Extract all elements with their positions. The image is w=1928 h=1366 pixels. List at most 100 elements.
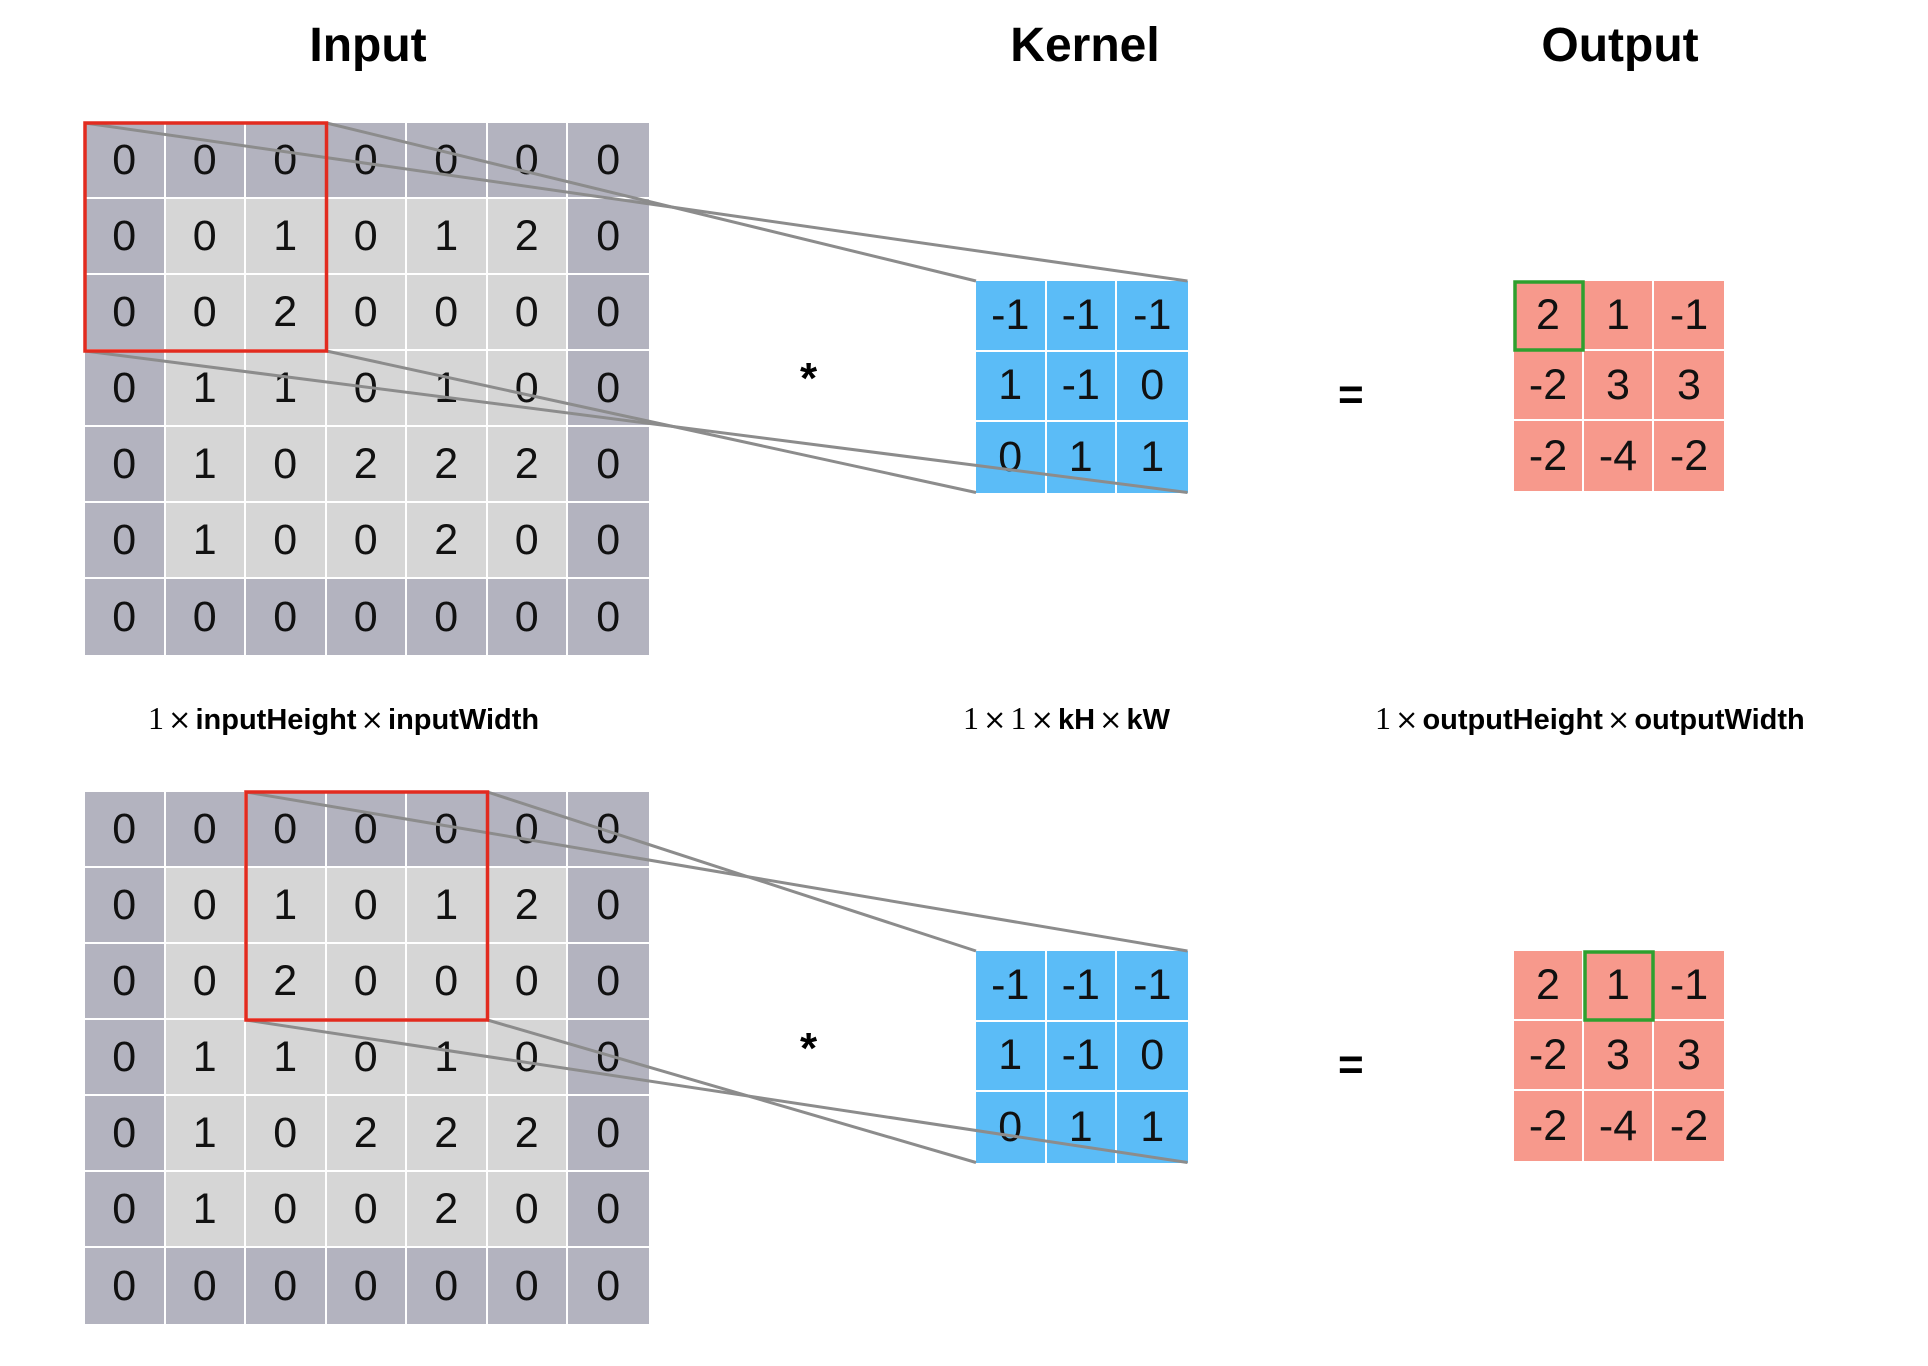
input-cell: 0 <box>85 1096 166 1172</box>
output-cell: 3 <box>1654 1021 1724 1091</box>
input-cell: 0 <box>327 275 408 351</box>
kernel-cell: 0 <box>1117 1022 1188 1093</box>
times-sign: × <box>1603 703 1634 736</box>
output-cell: -2 <box>1654 421 1724 491</box>
input-cell: 0 <box>85 1248 166 1324</box>
input-cell: 0 <box>166 123 247 199</box>
input-cell: 0 <box>166 199 247 275</box>
input-cell: 0 <box>166 275 247 351</box>
input-cell: 1 <box>407 199 488 275</box>
output-cell: 2 <box>1514 951 1584 1021</box>
input-cell: 0 <box>166 944 247 1020</box>
input-cell: 0 <box>488 123 569 199</box>
input-cell: 0 <box>568 1248 649 1324</box>
kernel-grid: -1 -1 -1 1 -1 0 0 1 1 <box>976 281 1188 493</box>
output-cell: 3 <box>1584 351 1654 421</box>
input-cell: 0 <box>568 199 649 275</box>
input-cell: 0 <box>568 792 649 868</box>
kernel-cell: 0 <box>976 422 1047 493</box>
dim-kernel-height: kH <box>1058 704 1095 736</box>
input-cell: 2 <box>407 427 488 503</box>
input-cell: 0 <box>166 792 247 868</box>
input-cell: 0 <box>85 351 166 427</box>
input-cell: 0 <box>407 944 488 1020</box>
input-cell: 0 <box>85 792 166 868</box>
times-sign: × <box>357 703 388 736</box>
output-cell: 2 <box>1514 281 1584 351</box>
input-cell: 0 <box>568 1172 649 1248</box>
input-cell: 0 <box>488 944 569 1020</box>
input-cell: 0 <box>407 792 488 868</box>
output-cell: 3 <box>1584 1021 1654 1091</box>
output-grid: 2 1 -1 -2 3 3 -2 -4 -2 <box>1514 951 1724 1161</box>
kernel-cell: -1 <box>1047 281 1118 352</box>
input-cell: 0 <box>246 1172 327 1248</box>
input-cell: 0 <box>488 792 569 868</box>
input-cell: 0 <box>568 1096 649 1172</box>
input-cell: 0 <box>327 351 408 427</box>
input-cell: 0 <box>568 275 649 351</box>
kernel-cell: 1 <box>976 352 1047 423</box>
input-cell: 0 <box>85 503 166 579</box>
equals-operator: = <box>1338 373 1364 417</box>
input-cell: 0 <box>488 1172 569 1248</box>
convolution-operator: * <box>800 357 817 401</box>
input-cell: 0 <box>568 579 649 655</box>
input-cell: 0 <box>166 868 247 944</box>
input-cell: 0 <box>166 1248 247 1324</box>
times-sign: × <box>979 703 1010 736</box>
input-cell: 0 <box>85 1020 166 1096</box>
input-cell: 0 <box>407 123 488 199</box>
kernel-cell: 1 <box>1047 1092 1118 1163</box>
input-cell: 0 <box>246 579 327 655</box>
input-cell: 2 <box>488 427 569 503</box>
kernel-cell: 1 <box>1047 422 1118 493</box>
output-cell: -2 <box>1514 351 1584 421</box>
input-cell: 0 <box>246 427 327 503</box>
kernel-cell: 1 <box>1117 1092 1188 1163</box>
output-cell: -2 <box>1514 1021 1584 1091</box>
dim-one: 1 <box>148 700 164 736</box>
output-cell: -4 <box>1584 1091 1654 1161</box>
output-title: Output <box>1420 18 1820 74</box>
dim-one: 1 <box>963 700 979 736</box>
input-cell: 0 <box>246 1248 327 1324</box>
kernel-cell: -1 <box>1047 1022 1118 1093</box>
dim-input-width: inputWidth <box>388 704 539 736</box>
input-cell: 1 <box>246 351 327 427</box>
input-cell: 2 <box>246 944 327 1020</box>
input-cell: 2 <box>488 199 569 275</box>
dim-input-height: inputHeight <box>195 704 356 736</box>
output-cell: -4 <box>1584 421 1654 491</box>
input-cell: 0 <box>568 123 649 199</box>
input-cell: 0 <box>488 351 569 427</box>
input-cell: 0 <box>327 944 408 1020</box>
input-cell: 1 <box>246 199 327 275</box>
input-cell: 0 <box>327 123 408 199</box>
output-cell: -2 <box>1514 1091 1584 1161</box>
input-cell: 1 <box>166 1096 247 1172</box>
input-cell: 0 <box>327 1248 408 1324</box>
input-cell: 0 <box>246 792 327 868</box>
input-cell: 1 <box>246 1020 327 1096</box>
kernel-dimensions: 1 × 1 × kH × kW <box>963 700 1170 737</box>
kernel-cell: 0 <box>1117 352 1188 423</box>
input-cell: 0 <box>246 1096 327 1172</box>
input-cell: 0 <box>568 351 649 427</box>
input-cell: 2 <box>327 1096 408 1172</box>
kernel-cell: -1 <box>1047 951 1118 1022</box>
kernel-cell: -1 <box>976 951 1047 1022</box>
input-cell: 0 <box>85 868 166 944</box>
input-cell: 0 <box>488 1248 569 1324</box>
output-cell: -1 <box>1654 951 1724 1021</box>
kernel-cell: 0 <box>976 1092 1047 1163</box>
input-cell: 2 <box>246 275 327 351</box>
input-cell: 1 <box>407 1020 488 1096</box>
input-cell: 0 <box>246 503 327 579</box>
input-cell: 0 <box>327 792 408 868</box>
input-cell: 1 <box>166 351 247 427</box>
input-cell: 0 <box>85 427 166 503</box>
input-cell: 2 <box>407 503 488 579</box>
